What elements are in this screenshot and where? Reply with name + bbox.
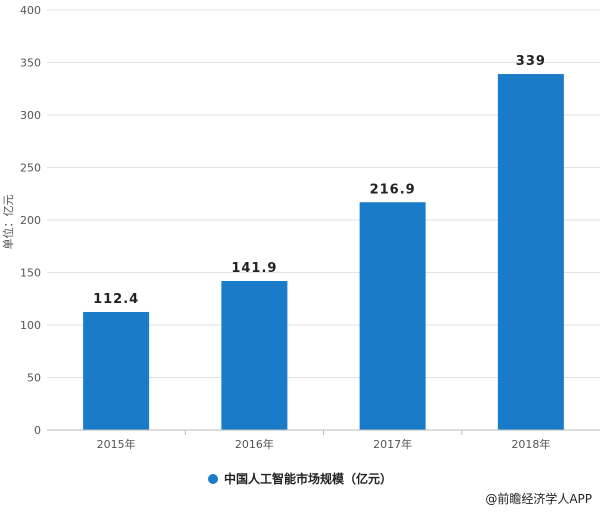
data-label: 112.4: [93, 292, 139, 307]
bar: [359, 202, 426, 430]
x-tick-label: 2017年: [373, 437, 412, 451]
y-tick-label: 200: [20, 214, 41, 227]
bar: [221, 281, 288, 430]
legend: 中国人工智能市场规模（亿元）: [0, 470, 600, 487]
legend-marker: [207, 474, 218, 484]
bars: [83, 74, 564, 431]
y-tick-label: 100: [20, 319, 41, 332]
data-label: 216.9: [370, 182, 416, 197]
y-tick-label: 300: [20, 109, 41, 122]
x-tick-label: 2018年: [511, 437, 550, 451]
x-tick-label: 2015年: [97, 437, 136, 451]
data-label: 141.9: [231, 261, 277, 276]
source-credit: @前瞻经济学人APP: [485, 492, 592, 506]
x-tick-label: 2016年: [235, 437, 274, 451]
y-axis-label: 单位：亿元: [1, 195, 15, 250]
y-tick-label: 250: [20, 162, 41, 175]
data-labels: 112.4 141.9 216.9 339: [93, 54, 546, 307]
legend-label: 中国人工智能市场规模（亿元）: [223, 472, 392, 486]
bar: [83, 311, 150, 430]
y-tick-label: 400: [20, 4, 41, 17]
y-tick-label: 0: [34, 424, 41, 437]
y-tick-label: 350: [20, 57, 41, 70]
y-tick-label: 150: [20, 267, 41, 280]
y-tick-label: 50: [27, 372, 41, 385]
bar: [497, 74, 564, 431]
data-label: 339: [516, 54, 546, 69]
axes: 0 50 100 150 200 250 300 350 400 2015年 2016年 2017年 2…: [20, 4, 600, 451]
